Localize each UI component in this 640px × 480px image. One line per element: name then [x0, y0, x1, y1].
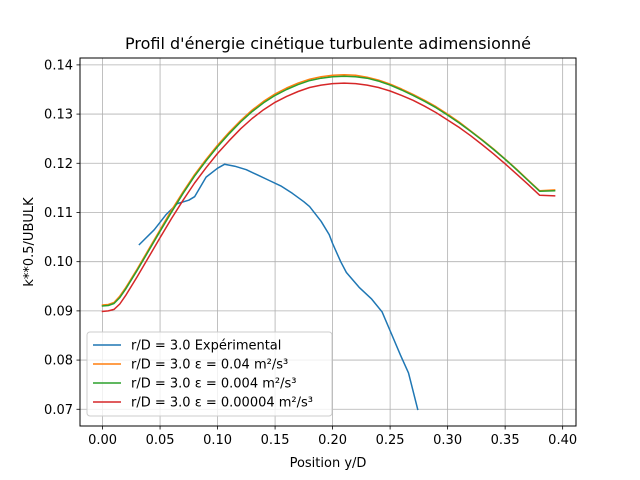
- x-tick-label: 0.20: [318, 433, 347, 448]
- legend-label: r/D = 3.0 Expérimental: [131, 339, 281, 354]
- axis-ticks: 0.00 0.05 0.10 0.15 0.20 0.25 0.30 0.35 0.40 0.07…: [44, 58, 577, 448]
- y-axis-label: k**0.5/UBULK: [22, 197, 37, 287]
- series-line-3: [101, 75, 556, 307]
- y-tick-label: 0.14: [44, 58, 73, 73]
- x-tick-label: 0.30: [433, 433, 462, 448]
- chart-title: Profil d'énergie cinétique turbulente ad…: [125, 34, 531, 53]
- x-tick-label: 0.05: [146, 433, 175, 448]
- x-tick-label: 0.25: [376, 433, 405, 448]
- y-tick-label: 0.10: [44, 255, 73, 270]
- x-tick-label: 0.40: [548, 433, 577, 448]
- plot-frame: [79, 57, 577, 427]
- y-tick-label: 0.09: [44, 304, 73, 319]
- x-tick-label: 0.35: [491, 433, 520, 448]
- x-tick-label: 0.10: [203, 433, 232, 448]
- plot-series: [101, 73, 556, 411]
- legend-box: [86, 331, 333, 417]
- x-tick-label: 0.15: [261, 433, 290, 448]
- x-tick-label: 0.00: [88, 433, 117, 448]
- y-tick-label: 0.11: [44, 206, 73, 221]
- legend-label: r/D = 3.0 ε = 0.004 m²/s³: [131, 377, 296, 392]
- y-tick-label: 0.07: [44, 403, 73, 418]
- y-tick-label: 0.13: [44, 108, 73, 123]
- series-line-4: [101, 82, 556, 313]
- x-axis-label: Position y/D: [290, 456, 367, 471]
- y-tick-label: 0.12: [44, 157, 73, 172]
- series-line-1: [138, 163, 419, 411]
- y-tick-label: 0.08: [44, 354, 73, 369]
- legend-label: r/D = 3.0 ε = 0.04 m²/s³: [131, 358, 288, 373]
- legend: r/D = 3.0 Expérimental r/D = 3.0 ε = 0.04…: [86, 331, 333, 417]
- legend-label: r/D = 3.0 ε = 0.00004 m²/s³: [131, 396, 313, 411]
